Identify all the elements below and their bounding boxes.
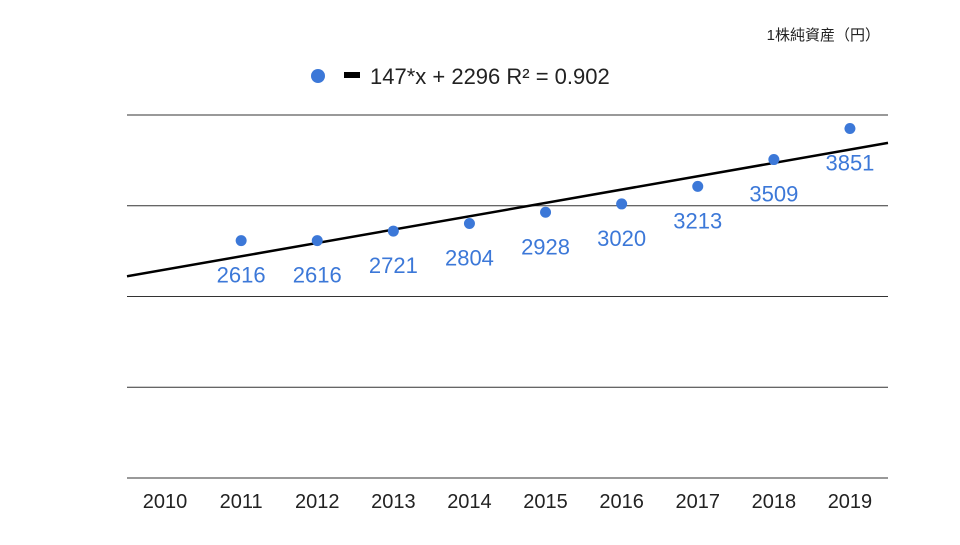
legend-trendline-marker (344, 72, 360, 78)
data-point-2019 (844, 123, 856, 135)
legend: 147*x + 2296 R² = 0.902 (311, 64, 610, 89)
x-tick-label-2010: 2010 (143, 491, 188, 513)
data-point-2016 (616, 198, 628, 210)
data-label-2019: 3851 (825, 151, 874, 176)
x-tick-label-2015: 2015 (523, 491, 568, 513)
legend-trendline-label: 147*x + 2296 R² = 0.902 (370, 64, 610, 89)
x-tick-label-2014: 2014 (447, 491, 492, 513)
data-label-2016: 3020 (597, 226, 646, 251)
x-tick-label-2013: 2013 (371, 491, 416, 513)
data-label-2013: 2721 (369, 253, 418, 278)
gridlines (127, 114, 888, 479)
x-tick-label-2018: 2018 (752, 491, 797, 513)
y-unit-label: 1株純資産（円） (767, 27, 880, 44)
data-point-2014 (463, 218, 475, 230)
data-label-2015: 2928 (521, 234, 570, 259)
data-point-2017 (692, 180, 704, 192)
x-axis-tick-labels: 2010 2011 2012 2013 2014 2015 2016 2017 2018 2019 (143, 491, 872, 513)
data-point-2015 (540, 206, 552, 218)
data-point-2013 (387, 225, 399, 237)
x-tick-label-2011: 2011 (220, 491, 263, 513)
legend-point-marker (311, 69, 325, 83)
data-point-2012 (311, 235, 323, 247)
data-label-2012: 2616 (293, 263, 342, 288)
data-labels-layer: 2616 2616 2721 2804 2928 3020 3213 3509 3851 (217, 151, 875, 288)
data-label-2017: 3213 (673, 208, 722, 233)
x-tick-label-2019: 2019 (828, 491, 873, 513)
data-point-2011 (235, 235, 247, 247)
data-label-2011: 2616 (217, 263, 266, 288)
trendline-layer (126, 141, 889, 278)
points-layer (235, 123, 856, 247)
x-tick-label-2017: 2017 (676, 491, 721, 513)
data-label-2018: 3509 (749, 182, 798, 207)
data-point-2018 (768, 154, 780, 166)
data-label-2014: 2804 (445, 246, 494, 271)
trendline (126, 141, 889, 278)
x-tick-label-2016: 2016 (599, 491, 644, 513)
x-tick-label-2012: 2012 (295, 491, 340, 513)
